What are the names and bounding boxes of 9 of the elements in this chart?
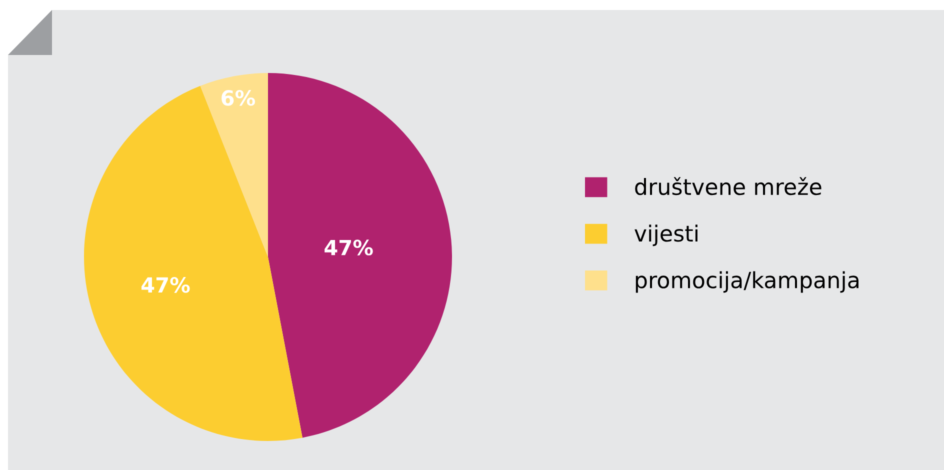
data-label: 47%	[324, 240, 373, 256]
legend-label: promocija/kampanja	[636, 271, 858, 293]
pie-slice	[200, 73, 268, 257]
data-label: 47%	[142, 277, 190, 293]
pie-slice	[84, 86, 302, 441]
data-label: 6%	[222, 90, 256, 106]
legend-label: društvene mreže	[635, 177, 822, 196]
legend-label: vijesti	[634, 224, 698, 246]
pie-slice	[268, 73, 452, 438]
